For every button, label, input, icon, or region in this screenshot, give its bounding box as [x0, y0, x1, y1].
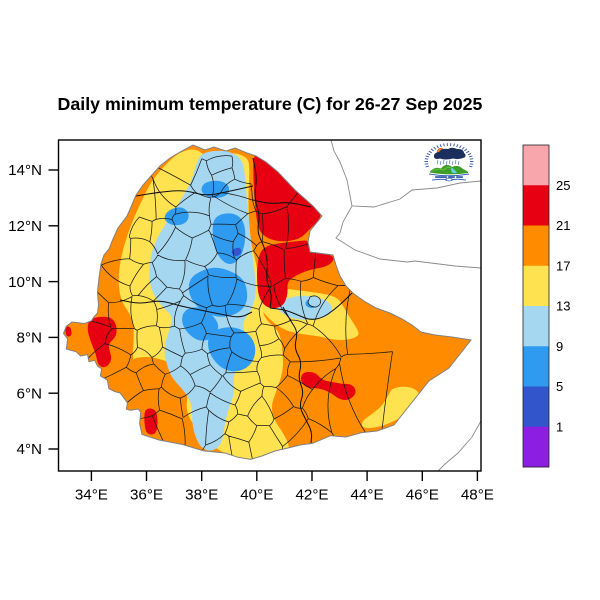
svg-text:34°E: 34°E [75, 487, 108, 504]
svg-text:10°N: 10°N [8, 274, 42, 291]
svg-text:1: 1 [556, 419, 563, 434]
svg-text:36°E: 36°E [130, 487, 163, 504]
svg-text:40°E: 40°E [240, 487, 273, 504]
svg-text:4°N: 4°N [17, 441, 43, 458]
svg-text:46°E: 46°E [406, 487, 439, 504]
svg-text:6°N: 6°N [17, 385, 43, 402]
svg-text:48°E: 48°E [461, 487, 494, 504]
svg-text:13: 13 [556, 299, 570, 314]
svg-text:25: 25 [556, 178, 570, 193]
svg-text:44°E: 44°E [351, 487, 384, 504]
svg-text:17: 17 [556, 258, 570, 273]
svg-text:21: 21 [556, 218, 570, 233]
svg-text:5: 5 [556, 379, 563, 394]
svg-text:9: 9 [556, 339, 563, 354]
svg-text:42°E: 42°E [295, 487, 328, 504]
svg-text:38°E: 38°E [185, 487, 218, 504]
svg-text:8°N: 8°N [17, 330, 43, 347]
svg-text:14°N: 14°N [8, 162, 42, 179]
svg-text:12°N: 12°N [8, 218, 42, 235]
svg-text:Daily minimum temperature (C): Daily minimum temperature (C) for 26-27 … [58, 94, 483, 114]
